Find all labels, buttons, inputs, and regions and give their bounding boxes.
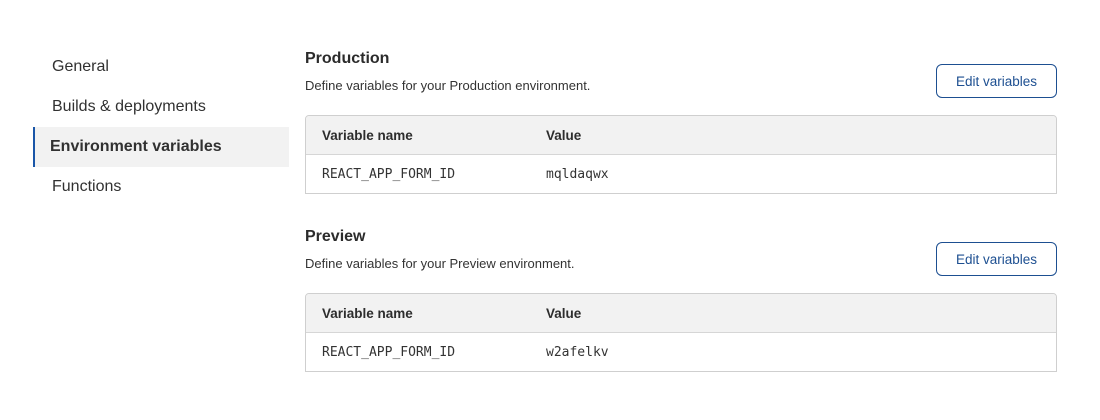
- production-variables-table: Variable name Value REACT_APP_FORM_ID mq…: [305, 115, 1057, 194]
- preview-description: Define variables for your Preview enviro…: [305, 256, 575, 271]
- preview-title: Preview: [305, 228, 366, 245]
- sidebar-item-general[interactable]: General: [52, 58, 109, 75]
- table-row: REACT_APP_FORM_ID mqldaqwx: [306, 155, 1056, 193]
- preview-edit-variables-button[interactable]: Edit variables: [936, 242, 1057, 276]
- production-section: Production Define variables for your Pro…: [305, 47, 1057, 194]
- variable-value-cell: mqldaqwx: [546, 166, 609, 182]
- preview-variables-table: Variable name Value REACT_APP_FORM_ID w2…: [305, 293, 1057, 372]
- variable-name-cell: REACT_APP_FORM_ID: [322, 166, 456, 182]
- production-title: Production: [305, 50, 390, 67]
- sidebar-item-functions[interactable]: Functions: [52, 178, 122, 195]
- variable-name-cell: REACT_APP_FORM_ID: [322, 344, 456, 360]
- production-description: Define variables for your Production env…: [305, 78, 591, 93]
- table-row: REACT_APP_FORM_ID w2afelkv: [306, 333, 1056, 371]
- settings-sidebar: General Builds & deployments Environment…: [33, 47, 289, 207]
- column-header-value: Value: [546, 127, 582, 143]
- column-header-value: Value: [546, 305, 582, 321]
- table-header: Variable name Value: [306, 294, 1056, 333]
- preview-section: Preview Define variables for your Previe…: [305, 225, 1057, 372]
- column-header-variable-name: Variable name: [322, 305, 413, 321]
- sidebar-item-environment-variables[interactable]: Environment variables: [33, 127, 289, 167]
- variable-value-cell: w2afelkv: [546, 344, 609, 360]
- table-header: Variable name Value: [306, 116, 1056, 155]
- sidebar-item-builds-deployments[interactable]: Builds & deployments: [52, 98, 206, 115]
- production-edit-variables-button[interactable]: Edit variables: [936, 64, 1057, 98]
- column-header-variable-name: Variable name: [322, 127, 413, 143]
